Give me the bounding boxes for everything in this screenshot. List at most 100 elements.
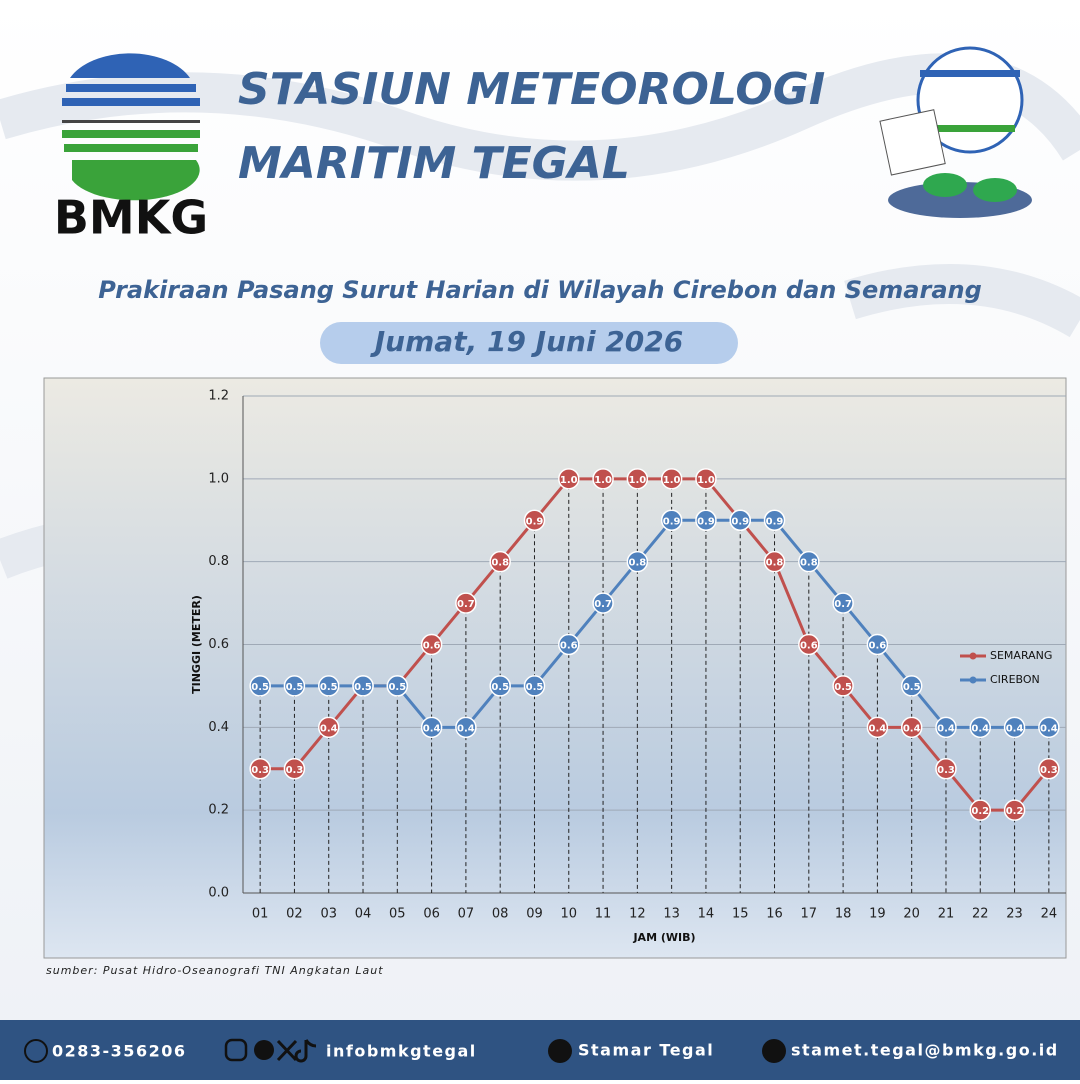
point bbox=[489, 550, 511, 573]
point bbox=[900, 716, 923, 739]
x-tick-label: 13 bbox=[663, 907, 680, 922]
point bbox=[420, 716, 443, 739]
point bbox=[763, 550, 786, 573]
footer bbox=[0, 1020, 1080, 1080]
value-label: 0.8 bbox=[628, 558, 646, 569]
value-label: 0.9 bbox=[731, 516, 749, 527]
x-tick-label: 11 bbox=[595, 907, 612, 922]
x-tick-label: 20 bbox=[903, 907, 920, 922]
point bbox=[832, 675, 854, 697]
legend-label: CIREBON bbox=[990, 673, 1040, 686]
x-tick-label: 12 bbox=[629, 907, 646, 922]
value-label: 0.9 bbox=[766, 516, 784, 527]
y-tick-label: 1.0 bbox=[208, 471, 229, 486]
footer-social: infobmkgtegal bbox=[326, 1042, 477, 1061]
source: sumber: Pusat Hidro-Oseanografi TNI Angk… bbox=[46, 964, 384, 977]
y-tick-label: 0.6 bbox=[208, 637, 229, 652]
point bbox=[455, 592, 477, 614]
point bbox=[866, 716, 889, 739]
date: Jumat, 19 Juni 2026 bbox=[370, 325, 683, 358]
value-label: 1.0 bbox=[697, 475, 715, 486]
point bbox=[1038, 758, 1060, 780]
value-label: 0.6 bbox=[869, 641, 887, 652]
value-label: 0.7 bbox=[457, 599, 475, 610]
y-axis-title: TINGGI (METER) bbox=[190, 595, 203, 694]
value-label: 0.9 bbox=[526, 516, 544, 527]
value-label: 0.6 bbox=[423, 641, 441, 652]
mascot bbox=[879, 46, 1032, 218]
point bbox=[558, 468, 580, 490]
value-label: 0.5 bbox=[491, 682, 509, 693]
point bbox=[386, 675, 409, 697]
x-tick-label: 08 bbox=[492, 907, 509, 922]
point bbox=[249, 758, 271, 780]
value-label: 0.7 bbox=[834, 599, 852, 610]
point bbox=[866, 633, 889, 656]
logo-text: BMKG bbox=[54, 191, 208, 245]
point bbox=[489, 675, 511, 697]
value-label: 0.5 bbox=[286, 682, 304, 693]
subtitle: Prakiraan Pasang Surut Harian di Wilayah… bbox=[98, 276, 982, 304]
point bbox=[798, 550, 820, 573]
value-label: 0.4 bbox=[869, 723, 887, 734]
point bbox=[969, 716, 992, 739]
chart: 0.0 0.2 0.4 0.6 0.8 1.0 1.2 TINGGI (METER) JAM (… bbox=[190, 389, 1066, 944]
email-icon bbox=[762, 1039, 786, 1063]
x-tick-label: 19 bbox=[869, 907, 886, 922]
point bbox=[660, 509, 683, 531]
x-tick-label: 23 bbox=[1006, 907, 1023, 922]
value-label: 0.5 bbox=[320, 682, 338, 693]
point bbox=[455, 716, 477, 739]
point bbox=[1038, 716, 1060, 739]
point bbox=[660, 468, 683, 490]
value-label: 0.5 bbox=[903, 682, 921, 693]
value-label: 0.8 bbox=[800, 558, 818, 569]
point bbox=[798, 633, 820, 656]
point bbox=[1003, 799, 1026, 821]
point bbox=[352, 675, 374, 697]
x-tick-label: 01 bbox=[252, 907, 269, 922]
x-axis-title: JAM (WIB) bbox=[632, 931, 695, 944]
value-label: 0.4 bbox=[423, 723, 441, 734]
value-label: 0.8 bbox=[491, 558, 509, 569]
value-label: 0.9 bbox=[697, 516, 715, 527]
value-label: 0.5 bbox=[526, 682, 544, 693]
point bbox=[1003, 716, 1026, 739]
value-label: 0.4 bbox=[971, 723, 989, 734]
point bbox=[900, 675, 923, 697]
value-label: 1.0 bbox=[594, 475, 612, 486]
point bbox=[283, 758, 306, 780]
x-tick-label: 06 bbox=[423, 907, 440, 922]
value-label: 0.7 bbox=[594, 599, 612, 610]
y-tick-label: 0.0 bbox=[208, 886, 229, 901]
value-label: 0.3 bbox=[286, 765, 304, 776]
title-line: STASIUN METEOROLOGI bbox=[238, 64, 825, 115]
value-label: 0.4 bbox=[320, 723, 338, 734]
value-label: 0.2 bbox=[971, 806, 989, 817]
value-label: 0.4 bbox=[937, 723, 955, 734]
legend-marker bbox=[969, 652, 977, 660]
point bbox=[592, 468, 614, 490]
x-tick-label: 17 bbox=[801, 907, 818, 922]
point bbox=[626, 550, 649, 573]
value-label: 0.8 bbox=[766, 558, 784, 569]
value-label: 0.5 bbox=[251, 682, 269, 693]
point bbox=[935, 716, 957, 739]
value-label: 0.3 bbox=[251, 765, 269, 776]
point bbox=[249, 675, 271, 697]
point bbox=[935, 758, 957, 780]
point bbox=[626, 468, 649, 490]
title-line: MARITIM TEGAL bbox=[238, 138, 630, 189]
point bbox=[317, 716, 340, 739]
point bbox=[283, 675, 306, 697]
point bbox=[969, 799, 992, 821]
x-tick-label: 18 bbox=[835, 907, 852, 922]
value-label: 1.0 bbox=[663, 475, 681, 486]
y-tick-label: 1.2 bbox=[208, 389, 229, 404]
x-tick-label: 09 bbox=[526, 907, 543, 922]
x-tick-label: 10 bbox=[560, 907, 577, 922]
x-tick-label: 04 bbox=[355, 907, 372, 922]
value-label: 0.4 bbox=[1006, 723, 1024, 734]
x-tick-label: 24 bbox=[1041, 907, 1058, 922]
phone-icon bbox=[24, 1039, 48, 1063]
